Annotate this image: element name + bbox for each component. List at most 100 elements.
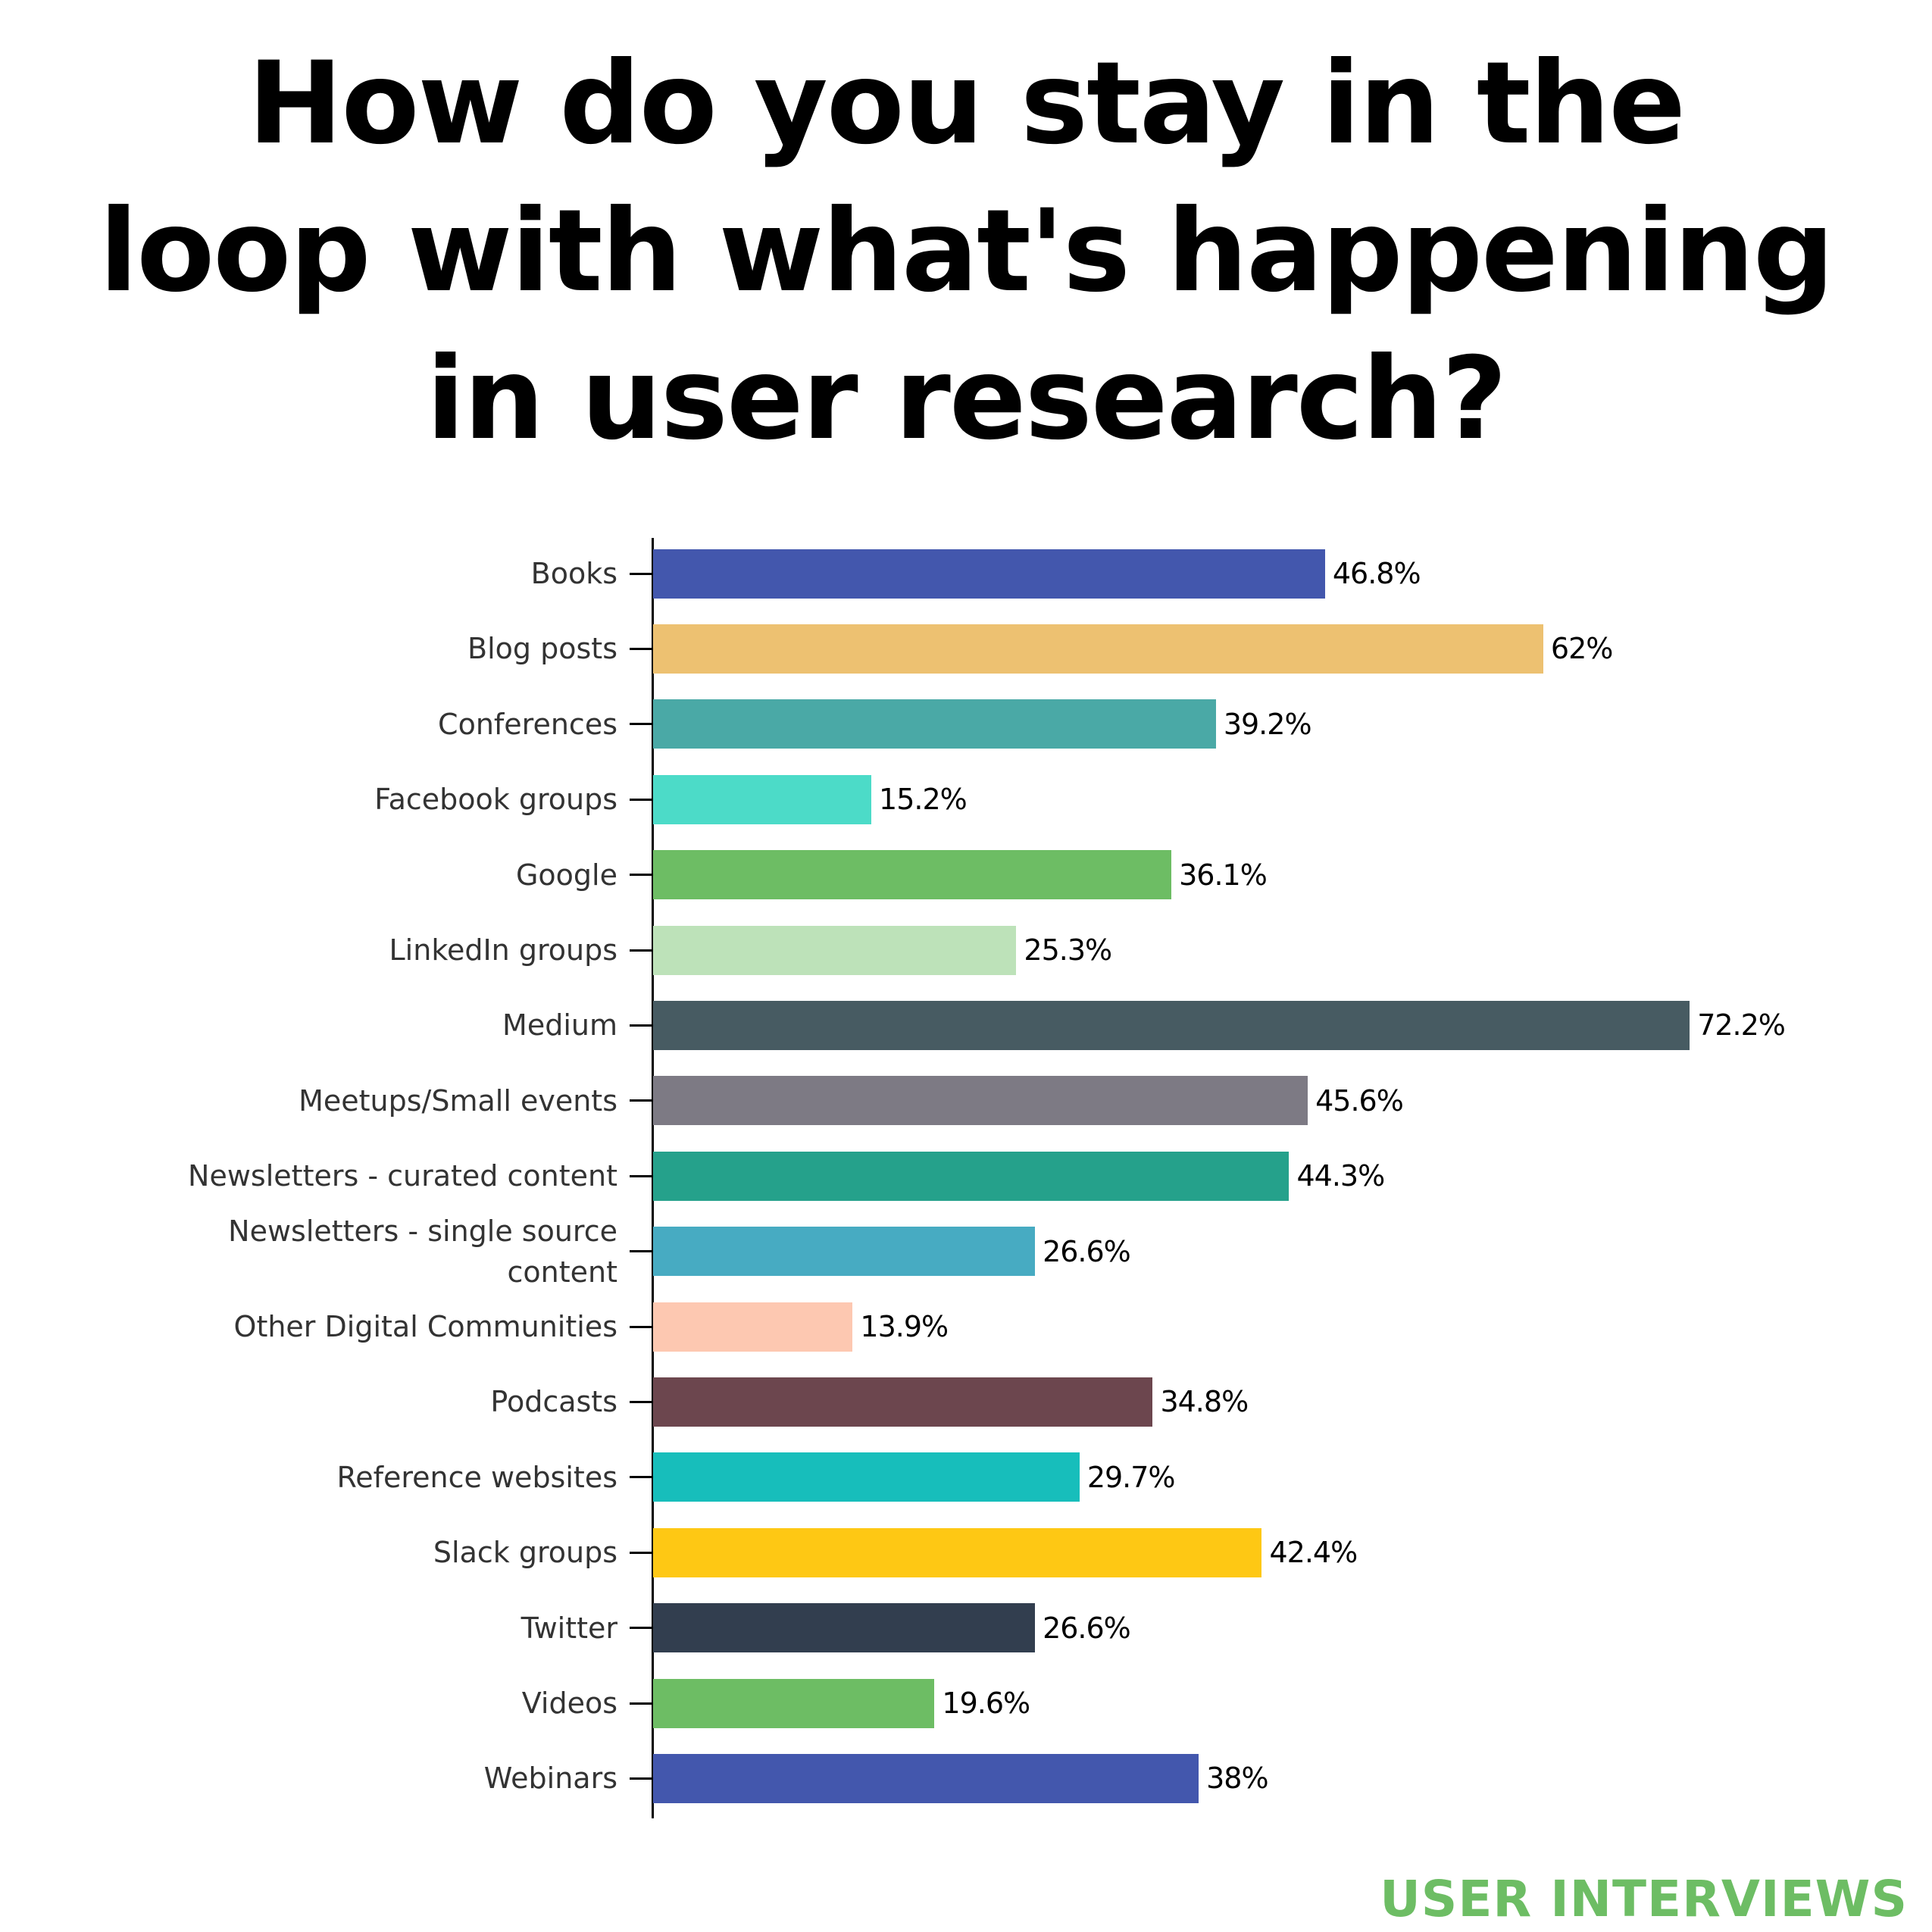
bar: [653, 1227, 1036, 1277]
bar-row: Conferences 39.2%: [0, 686, 1932, 761]
category-label-text: Conferences: [438, 707, 617, 741]
category-label-text: Blog posts: [467, 632, 617, 666]
bar-row: Twitter 26.6%: [0, 1590, 1932, 1665]
category-label: Reference websites: [337, 1440, 617, 1515]
category-label-text: Other Digital Communities: [233, 1310, 617, 1343]
bar-row: Reference websites 29.7%: [0, 1440, 1932, 1515]
value-label: 44.3%: [1296, 1159, 1385, 1193]
bar-row: Other Digital Communities 13.9%: [0, 1290, 1932, 1365]
value-label: 15.2%: [879, 783, 968, 817]
bar-row: Google 36.1%: [0, 837, 1932, 912]
y-axis-tick: [630, 874, 652, 877]
bar: [653, 1377, 1153, 1427]
y-axis-tick: [630, 1099, 652, 1102]
bar: [653, 549, 1325, 599]
value-label: 29.7%: [1086, 1460, 1176, 1494]
category-label: Other Digital Communities: [234, 1290, 617, 1365]
y-axis-tick: [630, 949, 652, 952]
bar-row: Slack groups 42.4%: [0, 1515, 1932, 1590]
value-label: 26.6%: [1043, 1234, 1131, 1268]
y-axis-line: [652, 538, 654, 1818]
y-axis-tick: [630, 572, 652, 575]
category-label-text: Newsletters - curated content: [188, 1159, 617, 1193]
category-label-text: LinkedIn groups: [389, 933, 618, 967]
bar-row: Podcasts 34.8%: [0, 1365, 1932, 1440]
category-label: Newsletters - single source content: [228, 1214, 617, 1289]
bar: [653, 925, 1017, 975]
category-label-text: Medium: [502, 1008, 617, 1043]
chart-title-line-1: How do you stay in the: [247, 38, 1686, 170]
category-label: Meetups/Small events: [299, 1063, 617, 1138]
category-label: Google: [516, 837, 617, 912]
category-label-text: Videos: [521, 1687, 617, 1720]
category-label-text: Books: [530, 557, 617, 590]
category-label-text: Reference websites: [336, 1460, 617, 1494]
value-label: 38%: [1206, 1762, 1268, 1796]
bar-row: Webinars 38%: [0, 1741, 1932, 1816]
category-label-text: Slack groups: [433, 1536, 617, 1570]
bar: [653, 1151, 1290, 1201]
value-label: 36.1%: [1179, 858, 1268, 892]
category-label-text: Webinars: [483, 1762, 617, 1796]
bar: [653, 1000, 1690, 1050]
y-axis-tick: [630, 1777, 652, 1780]
y-axis-tick: [630, 1476, 652, 1479]
value-label: 25.3%: [1024, 933, 1112, 967]
value-label: 72.2%: [1697, 1008, 1786, 1043]
y-axis-tick: [630, 1702, 652, 1705]
category-label: Blog posts: [467, 611, 617, 686]
bar: [653, 850, 1172, 900]
bar: [653, 1302, 853, 1352]
y-axis-tick: [630, 1250, 652, 1253]
bar: [653, 1753, 1199, 1803]
bar-row: Books 46.8%: [0, 536, 1932, 611]
value-label: 19.6%: [942, 1687, 1030, 1720]
y-axis-tick: [630, 723, 652, 726]
category-label-text: Podcasts: [490, 1385, 617, 1419]
value-label: 62%: [1550, 632, 1613, 666]
value-label: 34.8%: [1160, 1385, 1249, 1419]
y-axis-tick: [630, 1551, 652, 1554]
bar-row: Blog posts 62%: [0, 611, 1932, 686]
category-label: Webinars: [484, 1741, 617, 1816]
bar-row: LinkedIn groups 25.3%: [0, 913, 1932, 988]
category-label: LinkedIn groups: [389, 913, 618, 988]
category-label-text: Facebook groups: [374, 783, 617, 817]
bar-row: Videos 19.6%: [0, 1666, 1932, 1741]
value-label: 39.2%: [1223, 707, 1312, 741]
category-label-text: Google: [515, 858, 617, 892]
y-axis-tick: [630, 1325, 652, 1328]
chart-title-line-2: loop with what's happening: [98, 186, 1834, 317]
bar: [653, 1527, 1262, 1577]
category-label: Conferences: [438, 686, 617, 761]
category-label-text: Twitter: [521, 1611, 617, 1645]
category-label: Facebook groups: [374, 762, 617, 837]
value-label: 42.4%: [1269, 1536, 1358, 1570]
bar: [653, 1452, 1080, 1502]
value-label: 26.6%: [1043, 1611, 1131, 1645]
bar: [653, 774, 872, 824]
y-axis-tick: [630, 1627, 652, 1630]
brand-logo-text: USER INTERVIEWS: [1380, 1870, 1908, 1928]
category-label: Newsletters - curated content: [188, 1139, 617, 1214]
bar: [653, 1603, 1036, 1653]
bar-row: Facebook groups 15.2%: [0, 762, 1932, 837]
category-label: Podcasts: [490, 1365, 617, 1440]
category-label-text: Newsletters - single source content: [228, 1214, 617, 1289]
y-axis-tick: [630, 647, 652, 650]
value-label: 46.8%: [1332, 557, 1421, 590]
bar: [653, 699, 1216, 749]
bar: [653, 1678, 935, 1728]
y-axis-tick: [630, 1024, 652, 1027]
category-label: Medium: [502, 988, 617, 1063]
category-label: Videos: [522, 1666, 617, 1741]
category-label: Twitter: [521, 1590, 617, 1665]
chart-title-line-3: in user research?: [426, 333, 1507, 465]
value-label: 13.9%: [860, 1310, 949, 1343]
category-label-text: Meetups/Small events: [299, 1083, 617, 1118]
bar-row: Newsletters - curated content 44.3%: [0, 1139, 1932, 1214]
bar-row: Meetups/Small events 45.6%: [0, 1063, 1932, 1138]
y-axis-tick: [630, 1174, 652, 1177]
bar: [653, 624, 1543, 674]
